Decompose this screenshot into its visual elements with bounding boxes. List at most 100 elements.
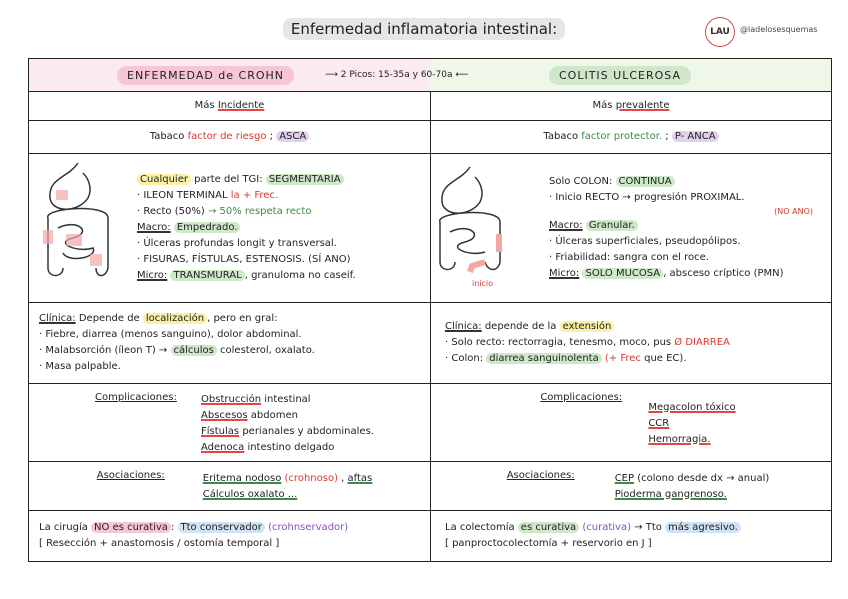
text-line: Eritema nodoso (crohnoso) , aftas [203, 471, 373, 487]
text-segment: Macro: [137, 222, 171, 233]
text-segment: · Malabsorción (íleon T) → [39, 345, 171, 356]
left-cell: Más Incidente [29, 92, 430, 120]
text-line: · Fiebre, diarrea (menos sanguino), dolo… [39, 327, 430, 343]
lesion [43, 230, 53, 244]
text-segment: (crohnservador) [264, 522, 349, 533]
right-cell: Asociaciones: CEP (colono desde dx → anua… [430, 462, 831, 510]
text-segment: · Friabilidad: sangra con el roce. [549, 252, 709, 263]
text-segment: (colono desde dx → anual) [634, 473, 770, 484]
text-segment: prevalente [615, 100, 670, 111]
text-line: Macro: Empedrado. [137, 220, 430, 236]
text-segment: más agresivo. [665, 522, 741, 533]
section-label: Asociaciones: [96, 470, 165, 481]
text-segment: CEP [614, 473, 635, 484]
text-segment: parte del TGI: [190, 174, 266, 185]
text-segment: : [170, 522, 178, 533]
text-segment: · Inicio RECTO → progresión PROXIMAL. [549, 192, 745, 203]
table-row: Cualquier parte del TGI: SEGMENTARIA · IL… [29, 153, 831, 302]
text-line: Tabaco factor protector. ; P- ANCA [431, 129, 831, 145]
text-line: Obstrucción intestinal [201, 392, 374, 408]
text-segment: que EC). [640, 353, 687, 364]
section-label: Complicaciones: [540, 392, 623, 403]
table-row: Tabaco factor de riesgo ; ASCA Tabaco fac… [29, 120, 831, 153]
table-row: La cirugía NO es curativa: Tto conservad… [29, 510, 831, 561]
text-segment: [ panproctocolectomía + reservorio en J … [445, 538, 652, 549]
text-segment: TRANSMURAL [170, 270, 245, 281]
left-cell: Complicaciones: Obstrucción intestinal Abs… [29, 384, 430, 461]
text-segment: , pero en gral: [207, 313, 278, 324]
table-row: Clínica: Depende de localización, pero e… [29, 302, 831, 383]
text-segment: SEGMENTARIA [265, 174, 344, 185]
text-segment: La cirugía [39, 522, 92, 533]
text-segment: · Fiebre, diarrea (menos sanguino), dolo… [39, 329, 302, 340]
text-line: Micro: TRANSMURAL, granuloma no caseif. [137, 268, 430, 284]
section-lines: Eritema nodoso (crohnoso) , aftas Cálculo… [203, 471, 373, 503]
left-cell: La cirugía NO es curativa: Tto conservad… [29, 511, 430, 561]
text-segment: Incidente [217, 100, 265, 111]
handle: @ladelosesquemas [740, 25, 818, 34]
stomach [49, 162, 91, 210]
title: Enfermedad inflamatoria intestinal: [282, 18, 566, 40]
text-line: Adenoca intestino delgado [201, 440, 374, 456]
text-segment: Depende de [75, 313, 143, 324]
text-segment: Tabaco [543, 131, 582, 142]
text-line: · Inicio RECTO → progresión PROXIMAL. [549, 190, 831, 206]
text-segment: → Tto [630, 522, 666, 533]
text-segment: abdomen [247, 409, 298, 421]
text-line: · Malabsorción (íleon T) → cálculos cole… [39, 343, 430, 359]
peaks-text: 2 Picos: 15-35a y 60-70a [340, 70, 453, 80]
text-segment: factor de riesgo [187, 131, 267, 142]
text-segment: es curativa [517, 522, 580, 533]
title-wrap: Enfermedad inflamatoria intestinal: [0, 18, 848, 40]
text-line: [ Resección + anastomosis / ostomía temp… [39, 536, 430, 552]
section-label: Asociaciones: [506, 470, 575, 481]
right-cell: Complicaciones: Megacolon tóxico CCR Hemorr… [430, 384, 831, 461]
text-segment: SOLO MUCOSA [582, 268, 664, 279]
text-segment: NO es curativa [91, 522, 171, 533]
colon [47, 207, 109, 277]
section-label: Complicaciones: [95, 392, 177, 403]
text-segment: Cualquier [137, 174, 191, 185]
text-segment: Pioderma gangrenoso. [614, 489, 727, 500]
text-segment: Ø DIARREA [674, 337, 730, 348]
text-segment: Adenoca [201, 441, 245, 453]
text-segment: Cálculos oxalato ... [202, 489, 298, 500]
right-cell: Solo COLON: CONTINUA · Inicio RECTO → pro… [430, 154, 831, 302]
text-line: Más prevalente [431, 98, 831, 114]
top-row: ENFERMEDAD de CROHN ⟶ 2 Picos: 15-35a y … [29, 59, 831, 91]
right-cell: Más prevalente [430, 92, 831, 120]
text-line: La cirugía NO es curativa: Tto conservad… [39, 520, 430, 536]
lesion [90, 254, 102, 266]
text-segment: · FISURAS, FÍSTULAS, ESTENOSIS. (SÍ ANO) [137, 254, 351, 265]
text-segment: Tto conservador [177, 522, 265, 533]
text-line: Abscesos abdomen [201, 408, 374, 424]
text-segment: (curativa) [579, 522, 631, 533]
text-line: Hemorragia. [648, 432, 735, 448]
text-segment: intestinal [261, 393, 311, 405]
text-segment: Hemorragia. [648, 433, 711, 445]
stomach [441, 166, 483, 214]
text-segment: Macro: [549, 220, 583, 231]
table-row: Complicaciones: Obstrucción intestinal Abs… [29, 383, 831, 461]
text-segment: Clínica: [445, 321, 482, 332]
text-segment: · Úlceras profundas longit y transversal… [137, 238, 337, 249]
text-segment: ASCA [276, 131, 310, 142]
colon [439, 211, 501, 271]
text-segment: diarrea sanguinolenta [486, 353, 602, 364]
text-segment: CCR [648, 417, 670, 429]
text-segment: depende de la [481, 321, 560, 332]
text-segment: · Recto (50%) [137, 206, 208, 217]
text-segment: Micro: [549, 268, 580, 279]
text-segment: · Úlceras superficiales, pseudopólipos. [549, 236, 741, 247]
text-line: CEP (colono desde dx → anual) [615, 471, 770, 487]
text-line: · Recto (50%) → 50% respeta recto [137, 204, 430, 220]
comparison-table: ENFERMEDAD de CROHN ⟶ 2 Picos: 15-35a y … [28, 58, 832, 562]
table-row: Asociaciones: Eritema nodoso (crohnoso) ,… [29, 461, 831, 510]
text-line: CCR [648, 416, 735, 432]
text-segment: Más [194, 100, 218, 111]
text-line: · ILEON TERMINAL la + Frec. [137, 188, 430, 204]
left-cell: Clínica: Depende de localización, pero e… [29, 303, 430, 383]
text-line: La colectomía es curativa (curativa) → T… [445, 520, 831, 536]
text-segment: , [337, 473, 348, 484]
